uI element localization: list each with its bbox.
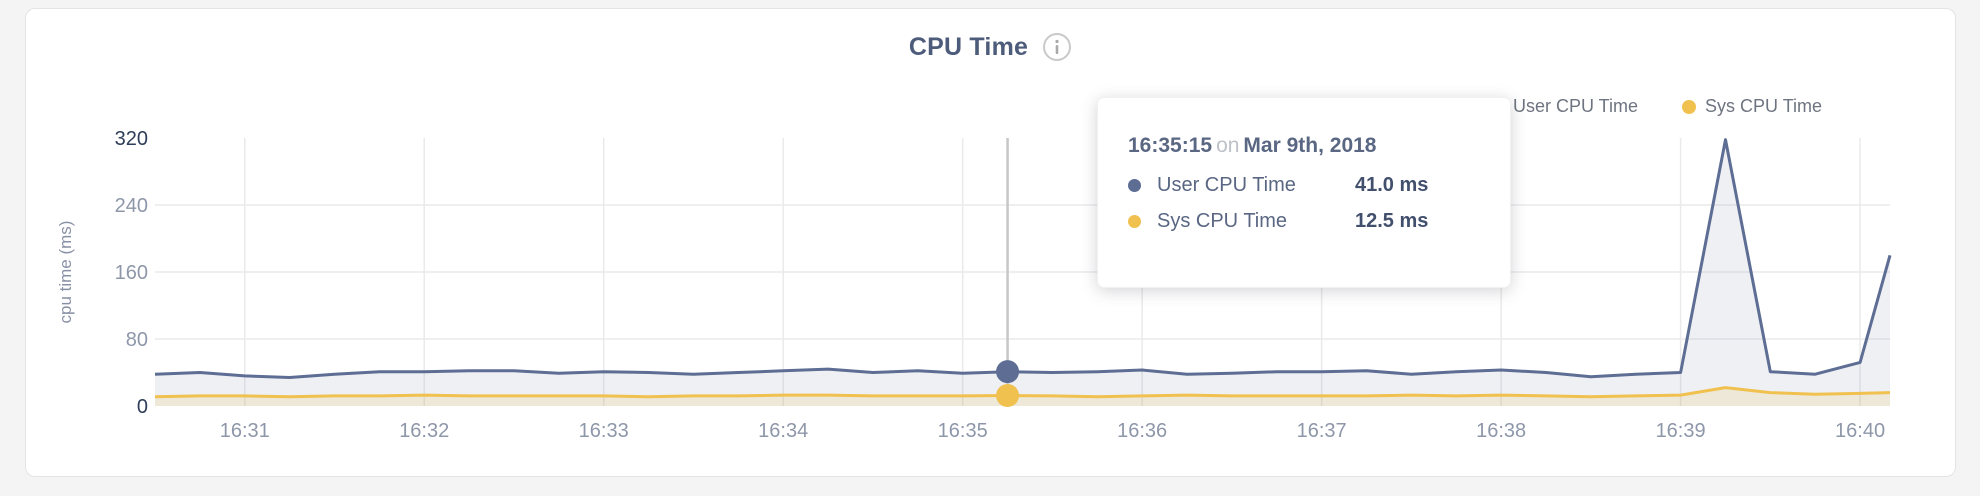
tooltip-time: 16:35:15	[1128, 134, 1213, 157]
x-tick-label: 16:32	[399, 420, 449, 442]
sys-cpu-line	[154, 386, 1891, 399]
tooltip-date: Mar 9th, 2018	[1243, 134, 1377, 157]
x-tick-label: 16:31	[220, 420, 270, 442]
sys-legend-dot	[1682, 99, 1697, 114]
chart-card	[25, 8, 1956, 477]
chart-header: CPU Time	[25, 30, 1956, 64]
legend-label-user: User CPU Time	[1513, 96, 1639, 116]
hover-marker-user	[996, 360, 1020, 384]
y-tick-label: 80	[126, 329, 148, 351]
tooltip-value-user: 41.0 ms	[1355, 174, 1429, 196]
sys-series-dot	[1128, 215, 1141, 228]
user-area-fill	[155, 139, 1890, 406]
x-tick-label: 16:35	[938, 420, 988, 442]
legend-item-user[interactable]: User CPU Time	[1490, 96, 1638, 117]
tooltip-preposition: on	[1216, 134, 1240, 157]
x-tick-label: 16:38	[1476, 420, 1526, 442]
hover-marker-sys	[996, 384, 1020, 408]
info-icon[interactable]	[1042, 32, 1072, 62]
x-tick-label: 16:39	[1656, 420, 1706, 442]
tooltip-value-sys: 12.5 ms	[1355, 210, 1429, 232]
user-series-dot	[1128, 179, 1141, 192]
plot-area[interactable]	[155, 138, 1890, 406]
x-tick-label: 16:37	[1297, 420, 1347, 442]
tooltip-label-sys: Sys CPU Time	[1157, 210, 1288, 232]
y-tick-label: 320	[115, 128, 148, 150]
tooltip-label-user: User CPU Time	[1157, 174, 1296, 196]
tooltip-row-user: User CPU Time 41.0 ms	[1128, 174, 1484, 197]
user-cpu-line	[154, 138, 1892, 379]
y-tick-label: 240	[115, 195, 148, 217]
chart-title: CPU Time	[908, 32, 1029, 61]
x-tick-label: 16:40	[1835, 420, 1885, 442]
legend-label-sys: Sys CPU Time	[1705, 96, 1823, 116]
x-tick-label: 16:33	[579, 420, 629, 442]
x-tick-label: 16:34	[758, 420, 808, 442]
chart-legend: User CPU Time Sys CPU Time	[1490, 96, 1822, 117]
chart-tooltip: 16:35:15 on Mar 9th, 2018 User CPU Time 41…	[1097, 97, 1511, 288]
y-tick-label: 0	[137, 396, 148, 418]
legend-item-sys[interactable]: Sys CPU Time	[1682, 96, 1822, 117]
tooltip-header: 16:35:15 on Mar 9th, 2018	[1128, 134, 1484, 158]
tooltip-row-sys: Sys CPU Time 12.5 ms	[1128, 210, 1484, 233]
y-tick-label: 160	[115, 262, 148, 284]
x-tick-label: 16:36	[1117, 420, 1167, 442]
